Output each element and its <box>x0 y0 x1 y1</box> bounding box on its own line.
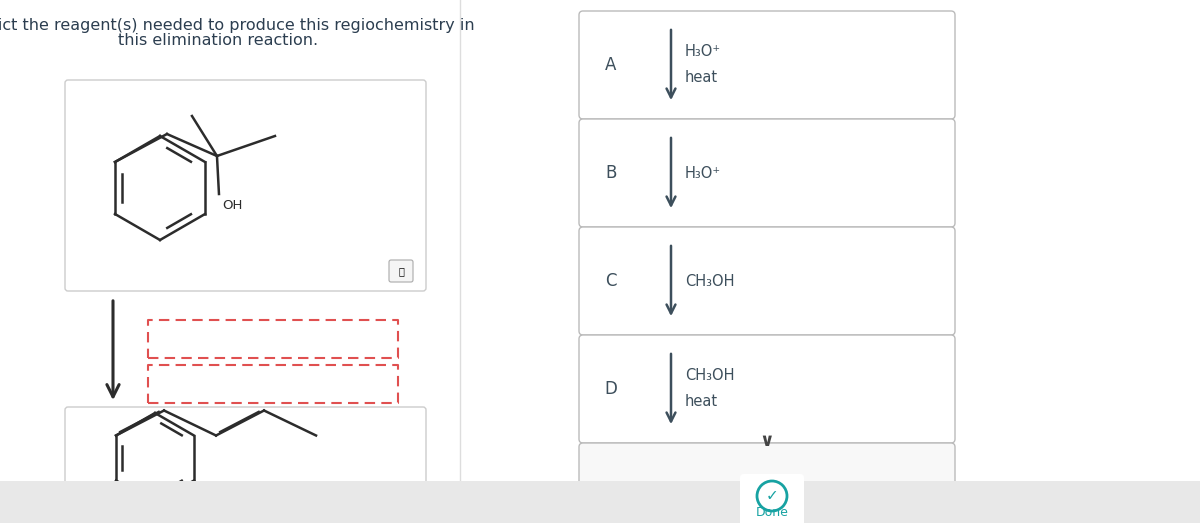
Text: CH₃OH: CH₃OH <box>685 369 734 383</box>
FancyBboxPatch shape <box>580 119 955 227</box>
FancyBboxPatch shape <box>580 11 955 119</box>
Text: heat: heat <box>685 71 718 85</box>
FancyBboxPatch shape <box>580 227 955 335</box>
Text: ∨: ∨ <box>240 503 251 517</box>
Text: H₃O⁺: H₃O⁺ <box>685 165 721 180</box>
Text: C: C <box>605 272 617 290</box>
Text: ✓: ✓ <box>766 488 779 504</box>
Bar <box>0 481 1200 523</box>
Text: 🔍: 🔍 <box>398 266 404 276</box>
FancyBboxPatch shape <box>65 407 426 521</box>
Text: Predict the reagent(s) needed to produce this regiochemistry in: Predict the reagent(s) needed to produce… <box>0 18 474 33</box>
Text: ∨: ∨ <box>760 432 774 450</box>
FancyBboxPatch shape <box>740 474 804 523</box>
Text: A: A <box>605 56 617 74</box>
Text: B: B <box>605 164 617 182</box>
FancyBboxPatch shape <box>580 443 955 523</box>
Text: Done: Done <box>756 506 788 518</box>
Text: CH₃OH: CH₃OH <box>685 274 734 289</box>
Text: OH: OH <box>222 199 242 212</box>
FancyBboxPatch shape <box>65 80 426 291</box>
FancyBboxPatch shape <box>389 260 413 282</box>
Text: heat: heat <box>685 394 718 410</box>
Text: D: D <box>605 380 618 398</box>
Text: this elimination reaction.: this elimination reaction. <box>118 33 318 48</box>
Text: H₃O⁺: H₃O⁺ <box>685 44 721 60</box>
FancyBboxPatch shape <box>580 335 955 443</box>
